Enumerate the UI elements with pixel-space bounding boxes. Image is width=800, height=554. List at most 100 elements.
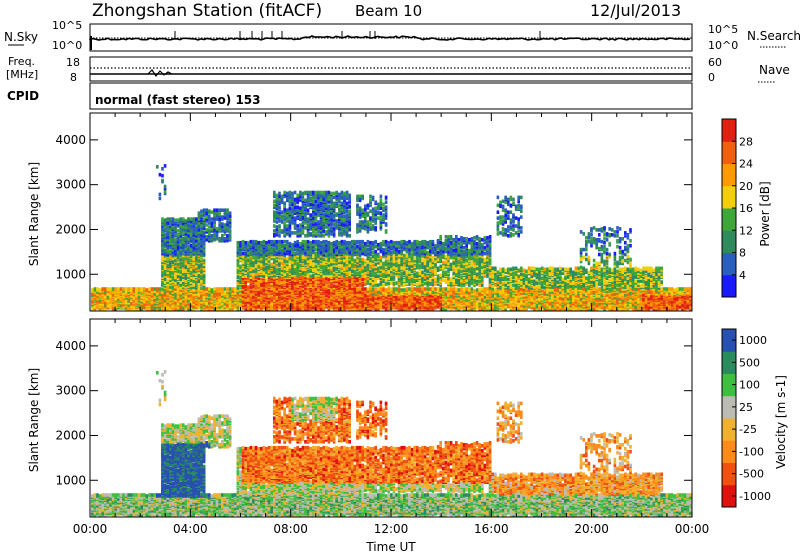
- power-cell: [202, 303, 206, 307]
- power-cell: [171, 256, 175, 261]
- power-cell: [179, 275, 182, 279]
- power-cell: [163, 224, 167, 228]
- power-cell: [252, 269, 255, 274]
- power-cell: [249, 239, 253, 244]
- power-cell: [169, 296, 172, 300]
- power-cell: [293, 205, 297, 209]
- power-cell: [338, 240, 341, 245]
- power-cell: [166, 244, 169, 249]
- power-cell: [197, 241, 201, 246]
- power-cell: [223, 291, 227, 295]
- power-cell: [174, 218, 177, 222]
- power-cell: [187, 244, 190, 249]
- power-cell: [98, 298, 102, 302]
- power-cell: [338, 207, 341, 211]
- power-cell: [202, 258, 206, 263]
- power-cell: [166, 292, 169, 296]
- power-cell: [109, 300, 112, 304]
- power-cell: [332, 222, 336, 226]
- power-cell: [189, 225, 193, 229]
- date-label: 12/Jul/2013: [590, 1, 681, 20]
- power-cell: [148, 289, 151, 293]
- power-cell: [208, 287, 211, 291]
- power-cell: [286, 224, 289, 228]
- power-cell: [179, 305, 182, 309]
- power-cell: [192, 285, 195, 289]
- power-cell: [197, 211, 201, 215]
- power-cell: [205, 228, 208, 232]
- power-cell: [124, 296, 128, 300]
- freq-strip: Freq. [MHz] 18 8 60 0 Nave: [6, 55, 790, 84]
- power-cell: [200, 261, 203, 266]
- power-cell: [182, 217, 185, 221]
- power-cell: [299, 223, 302, 227]
- figure-title: Zhongshan Station (fitACF): [92, 1, 322, 21]
- power-cell: [275, 220, 279, 224]
- power-cell: [169, 290, 172, 294]
- power-cell: [200, 293, 203, 297]
- power-cell: [171, 275, 175, 279]
- power-cell: [189, 275, 193, 279]
- power-cell: [101, 287, 104, 291]
- power-cell: [293, 251, 297, 256]
- power-cell: [132, 306, 136, 310]
- power-cell: [143, 287, 146, 291]
- power-cell: [192, 268, 195, 273]
- power-cell: [163, 164, 167, 168]
- power-cell: [161, 287, 164, 291]
- power-cell: [179, 251, 182, 256]
- power-cell: [169, 305, 172, 309]
- power-cell: [278, 191, 281, 196]
- power-cell: [176, 229, 180, 233]
- power-cell: [309, 202, 312, 207]
- power-cell: [195, 290, 198, 294]
- power-cell: [161, 240, 164, 245]
- power-cell: [163, 262, 167, 267]
- power-cell: [247, 240, 250, 245]
- power-cell: [132, 295, 136, 299]
- power-cell: [226, 287, 229, 291]
- power-cell: [187, 237, 190, 241]
- power-cell: [200, 267, 203, 272]
- power-cell: [179, 269, 182, 274]
- power-cell: [309, 240, 312, 245]
- power-cell: [200, 250, 203, 255]
- power-cell: [195, 256, 198, 261]
- power-cell: [169, 273, 172, 277]
- power-cell: [106, 287, 110, 291]
- power-cell: [179, 253, 182, 258]
- nsky-label: N.Sky: [4, 30, 38, 44]
- power-cell: [163, 277, 167, 281]
- power-cell: [192, 265, 195, 270]
- power-cell: [205, 223, 208, 227]
- power-cell: [109, 303, 112, 307]
- power-cell: [163, 221, 167, 225]
- power-cell: [280, 214, 284, 218]
- power-cell: [163, 186, 167, 191]
- power-cell: [182, 265, 185, 270]
- power-cell: [179, 217, 182, 221]
- power-cell: [189, 247, 193, 252]
- power-cell: [215, 287, 219, 291]
- power-cell: [189, 243, 193, 248]
- power-cell: [132, 287, 136, 291]
- power-cell: [338, 203, 341, 208]
- power-cell: [158, 292, 162, 296]
- nsky-right-tick-bottom: 10^0: [708, 39, 738, 52]
- power-cell: [161, 253, 164, 258]
- power-cell: [96, 287, 99, 291]
- power-cell: [182, 278, 185, 282]
- power-cell: [171, 277, 175, 281]
- power-cell: [265, 240, 268, 245]
- power-cell: [166, 284, 169, 288]
- power-cell: [166, 247, 169, 252]
- power-cell: [283, 201, 286, 206]
- power-cell: [228, 287, 232, 291]
- power-cell: [184, 246, 188, 251]
- power-cell: [221, 234, 224, 238]
- power-cell: [309, 213, 312, 217]
- power-cell: [171, 269, 175, 274]
- power-cell: [192, 300, 195, 304]
- power-cell: [322, 190, 325, 195]
